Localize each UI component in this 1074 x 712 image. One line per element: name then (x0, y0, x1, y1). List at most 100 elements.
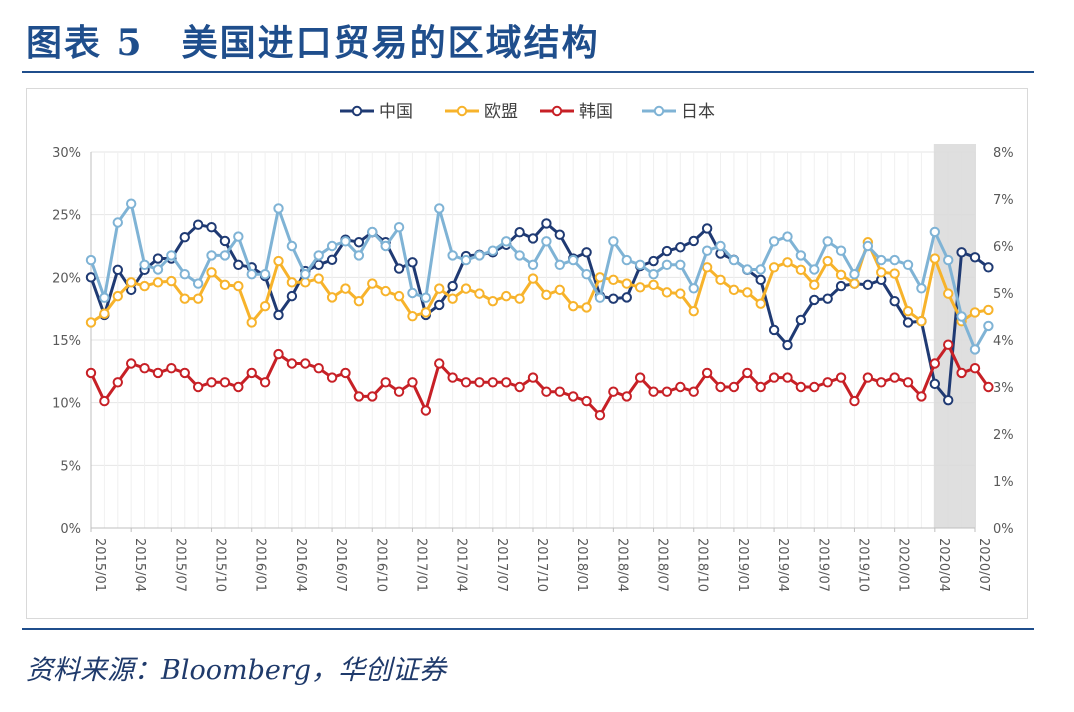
data-point (514, 250, 525, 261)
data-point (313, 363, 324, 374)
data-point (179, 293, 190, 304)
x-tick-label: 2015/04 (132, 538, 147, 592)
data-point (715, 274, 726, 286)
data-point (809, 381, 820, 393)
data-point (621, 278, 632, 289)
data-point (286, 358, 298, 369)
data-point (139, 363, 150, 374)
data-point (943, 254, 954, 266)
data-point (675, 242, 686, 253)
data-point (541, 218, 552, 229)
data-point (742, 287, 753, 298)
data-point (795, 264, 807, 276)
data-point (983, 381, 994, 393)
data-point (527, 372, 539, 383)
data-point (125, 277, 137, 288)
data-point (460, 283, 472, 294)
data-point (380, 240, 391, 252)
y-left-tick-label: 20% (52, 271, 81, 286)
data-point (835, 269, 847, 281)
figure-title: 图表 5 美国进口贸易的区域结构 (26, 22, 600, 64)
data-point (795, 381, 807, 393)
data-point (621, 254, 632, 266)
data-point (501, 290, 512, 302)
data-point (929, 378, 941, 390)
x-tick-label: 2016/07 (333, 538, 348, 592)
x-tick-label: 2019/04 (775, 538, 790, 592)
data-point (969, 252, 981, 263)
data-point (407, 377, 418, 388)
data-point (889, 372, 900, 383)
legend-label: 中国 (379, 102, 413, 122)
data-point (474, 288, 485, 299)
x-tick-label: 2018/04 (614, 538, 629, 592)
y-left-tick-label: 30% (52, 146, 81, 161)
series-日本 (85, 198, 994, 355)
data-point (701, 223, 713, 234)
data-point (567, 300, 579, 312)
data-point (340, 236, 351, 247)
data-point (125, 358, 137, 369)
data-point (326, 240, 338, 252)
data-point (648, 255, 659, 267)
data-point (889, 268, 900, 279)
data-point (701, 262, 713, 273)
data-point (835, 280, 847, 292)
y-right-tick-label: 6% (993, 240, 1014, 255)
data-point (728, 381, 740, 393)
data-point (85, 317, 97, 328)
data-point (367, 278, 378, 289)
data-point (688, 386, 699, 397)
data-point (795, 314, 807, 326)
x-tick-label: 2017/07 (494, 538, 509, 592)
data-point (393, 386, 405, 397)
data-point (420, 307, 432, 318)
data-point (179, 269, 190, 280)
series-韩国 (85, 339, 994, 421)
data-point (554, 229, 565, 240)
data-point (206, 250, 217, 261)
data-point (835, 372, 847, 383)
data-point (956, 247, 967, 258)
data-point (554, 259, 565, 270)
data-point (487, 377, 499, 388)
data-point (795, 250, 807, 261)
data-point (85, 254, 97, 266)
data-point (929, 226, 941, 238)
data-point (259, 300, 271, 312)
data-point (634, 282, 646, 293)
data-point (112, 264, 123, 276)
data-point (675, 259, 686, 270)
data-point (286, 290, 298, 302)
data-point (701, 245, 713, 256)
data-point (648, 386, 659, 397)
data-point (527, 259, 539, 270)
legend-item: 韩国 (540, 102, 613, 122)
x-tick-label: 2017/04 (454, 538, 469, 592)
data-point (514, 381, 525, 393)
y-right-tick-label: 2% (993, 428, 1014, 443)
data-point (594, 410, 606, 421)
data-point (581, 269, 592, 280)
data-point (487, 295, 499, 307)
x-tick-label: 2015/01 (92, 538, 107, 592)
gridlines (90, 151, 976, 529)
data-point (608, 274, 619, 286)
data-point (219, 377, 231, 388)
data-point (567, 254, 579, 266)
data-point (876, 267, 887, 278)
data-point (300, 269, 311, 280)
data-point (434, 358, 445, 369)
data-point (581, 247, 592, 258)
x-tick-label: 2016/04 (293, 538, 308, 592)
legend-swatch-marker (551, 105, 563, 117)
data-point (139, 280, 150, 292)
x-tick-label: 2020/01 (896, 538, 911, 592)
data-point (983, 304, 994, 316)
data-point (728, 284, 740, 296)
data-point (125, 198, 137, 209)
y-right-tick-label: 8% (993, 146, 1014, 161)
data-point (849, 395, 860, 407)
data-point (474, 377, 485, 388)
data-point (956, 367, 967, 379)
